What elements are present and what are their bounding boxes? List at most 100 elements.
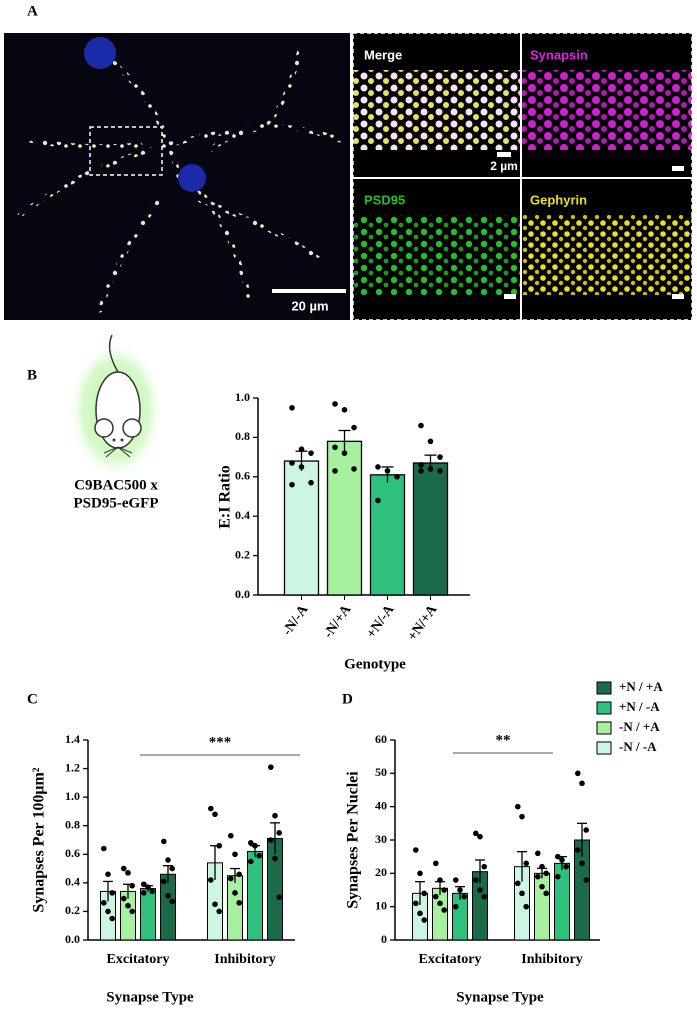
data-point (351, 424, 357, 431)
data-point (421, 890, 428, 897)
data-point (101, 845, 107, 852)
bar (160, 873, 176, 941)
data-point (121, 895, 127, 902)
data-point (539, 863, 545, 870)
data-point (232, 890, 238, 896)
y-tick-label: 0.4 (235, 508, 250, 522)
y-tick-label: 0.0 (235, 587, 250, 601)
data-point (375, 464, 381, 470)
legend-swatch (596, 741, 612, 755)
data-point (519, 890, 525, 897)
data-point (535, 850, 541, 857)
data-point (418, 462, 424, 468)
data-point (543, 870, 549, 877)
bar (140, 888, 156, 941)
data-point (453, 877, 459, 883)
x-tick-label: -N/-A (280, 602, 312, 639)
data-point (384, 468, 391, 474)
x-axis-label: Synapse Type (106, 989, 194, 1005)
legend-label: +N / -A (619, 699, 660, 714)
x-tick-label: Inhibitory (521, 952, 582, 967)
data-point (161, 878, 167, 885)
data-point (555, 853, 561, 860)
data-point (169, 865, 175, 872)
data-point (161, 838, 167, 845)
y-tick-label: 50 (375, 765, 387, 779)
data-point (268, 764, 274, 770)
x-tick-label: Inhibitory (214, 952, 275, 967)
data-point (272, 855, 278, 862)
data-point (109, 915, 115, 922)
data-point (441, 907, 448, 913)
data-point (417, 910, 423, 917)
bar (227, 875, 243, 941)
data-point (421, 917, 428, 923)
data-point (145, 884, 151, 890)
data-point (515, 803, 521, 810)
data-point (555, 873, 561, 880)
y-tick-label: 0.8 (65, 817, 80, 831)
data-point (308, 479, 314, 486)
x-tick-label: Excitatory (419, 952, 482, 967)
data-point (228, 832, 234, 839)
y-tick-label: 20 (375, 865, 387, 879)
data-point (477, 887, 483, 893)
data-point (523, 860, 529, 867)
data-point (437, 900, 443, 907)
data-point (543, 890, 549, 897)
data-point (417, 870, 423, 877)
data-point (125, 870, 131, 876)
data-point (105, 908, 111, 915)
y-axis-label: E:I Ratio (217, 465, 234, 529)
data-point (332, 444, 338, 451)
data-point (236, 900, 242, 906)
data-point (289, 405, 295, 411)
y-tick-label: 0.8 (235, 429, 250, 443)
data-point (289, 460, 295, 466)
data-point (579, 860, 585, 867)
data-point (437, 454, 443, 460)
data-point (216, 908, 222, 915)
data-point (212, 901, 218, 908)
y-tick-label: 0.0 (65, 932, 80, 946)
y-axis-label: Synapses Per Nuclei (345, 771, 362, 909)
data-point (457, 887, 463, 893)
data-point (523, 903, 529, 910)
data-point (149, 888, 155, 895)
bar (283, 460, 320, 596)
mouse-caption: C9BAC500 x (74, 477, 158, 493)
data-point (289, 481, 295, 488)
panel-label: D (342, 691, 353, 707)
image-label: Synapsin (530, 47, 588, 62)
y-tick-label: 0.2 (65, 903, 80, 917)
data-point (579, 780, 585, 787)
y-tick-label: 0.6 (235, 469, 250, 483)
scale-label: 20 µm (291, 298, 328, 313)
data-point (308, 450, 314, 456)
data-point (125, 902, 131, 909)
data-point (268, 837, 274, 843)
data-point (575, 847, 581, 853)
data-point (228, 875, 234, 882)
data-point (129, 882, 135, 889)
data-point (248, 858, 254, 865)
mouse-icon (68, 334, 164, 480)
data-point (212, 811, 218, 818)
data-point (208, 805, 214, 812)
y-tick-label: 1.4 (65, 732, 80, 746)
image-label: Merge (364, 47, 402, 62)
data-point (298, 464, 305, 470)
y-tick-label: 60 (375, 732, 387, 746)
bar (452, 892, 468, 941)
legend-label: -N / -A (619, 739, 657, 754)
data-point (272, 812, 278, 819)
data-point (481, 893, 488, 900)
data-point (477, 833, 483, 840)
legend-swatch (596, 681, 612, 695)
data-point (519, 813, 525, 820)
data-point (583, 877, 589, 883)
data-point (375, 497, 381, 504)
x-tick-label: +N/+A (405, 602, 441, 644)
data-point (559, 857, 565, 863)
data-point (437, 468, 443, 474)
